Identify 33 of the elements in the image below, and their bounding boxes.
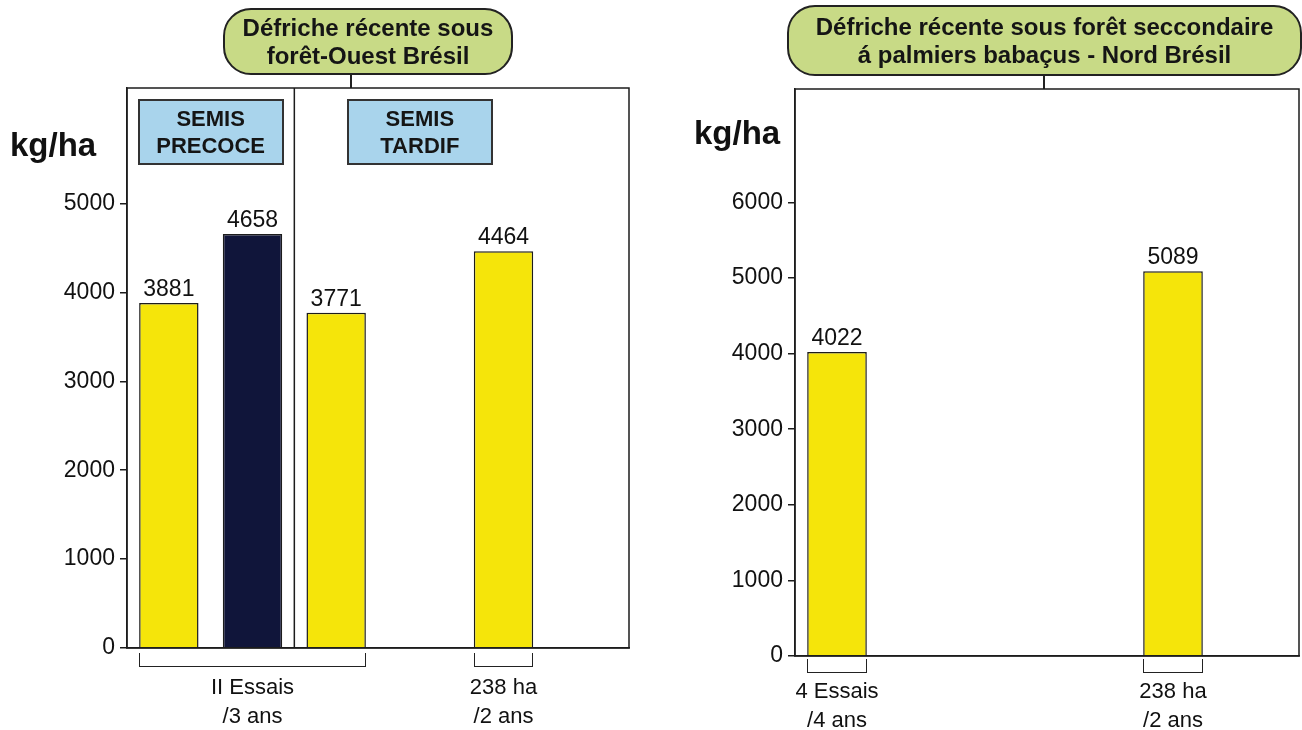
data-label: 3771	[310, 284, 362, 311]
rounded-frame: Défriche récente sous forêt-Ouest Brésil	[223, 8, 513, 75]
chart-title: Défriche récente sous forêt seccondaire á palmiers babaçus - Nord Brésil	[815, 12, 1274, 69]
x-tick-label: II Essais /3 ans	[210, 674, 295, 728]
y-tick-label: 3000	[731, 414, 783, 441]
y-tick-label: 3000	[63, 366, 115, 393]
y-tick-label: 0	[770, 641, 783, 668]
y-tick-label: 4000	[63, 277, 115, 304]
y-tick-label: 5000	[731, 263, 783, 290]
y-tick-label: 1000	[731, 565, 783, 592]
y-tick-label: 4000	[731, 338, 783, 365]
label-frame: SEMIS PRECOCE	[137, 99, 284, 165]
rounded-frame: Défriche récente sous forêt seccondaire á palmiers babaçus - Nord Brésil	[787, 5, 1302, 76]
x-tick-label: 4 Essais /4 ans	[795, 678, 879, 730]
annotation: SEMIS TARDIF	[380, 105, 460, 159]
y-tick-label: 6000	[731, 187, 783, 214]
chart-title: Défriche récente sous forêt-Ouest Brésil	[242, 13, 494, 70]
data-label: 3881	[143, 274, 195, 301]
data-label: 4464	[477, 223, 530, 250]
x-tick-label: 238 ha /2 ans	[1139, 678, 1208, 730]
y-tick-label: 5000	[63, 188, 115, 215]
x-tick-label: 238 ha /2 ans	[469, 674, 538, 728]
y-axis-title: kg/ha	[694, 114, 781, 151]
y-tick-label: 0	[102, 633, 115, 660]
y-axis-title: kg/ha	[10, 126, 97, 163]
y-tick-label: 2000	[731, 490, 783, 517]
data-label: 4658	[226, 205, 279, 232]
data-label: 4022	[811, 323, 863, 350]
data-label: 5089	[1147, 243, 1199, 270]
y-tick-label: 2000	[63, 455, 115, 482]
annotation: SEMIS PRECOCE	[156, 105, 266, 159]
y-tick-label: 1000	[63, 544, 115, 571]
label-frame: SEMIS TARDIF	[346, 99, 493, 165]
